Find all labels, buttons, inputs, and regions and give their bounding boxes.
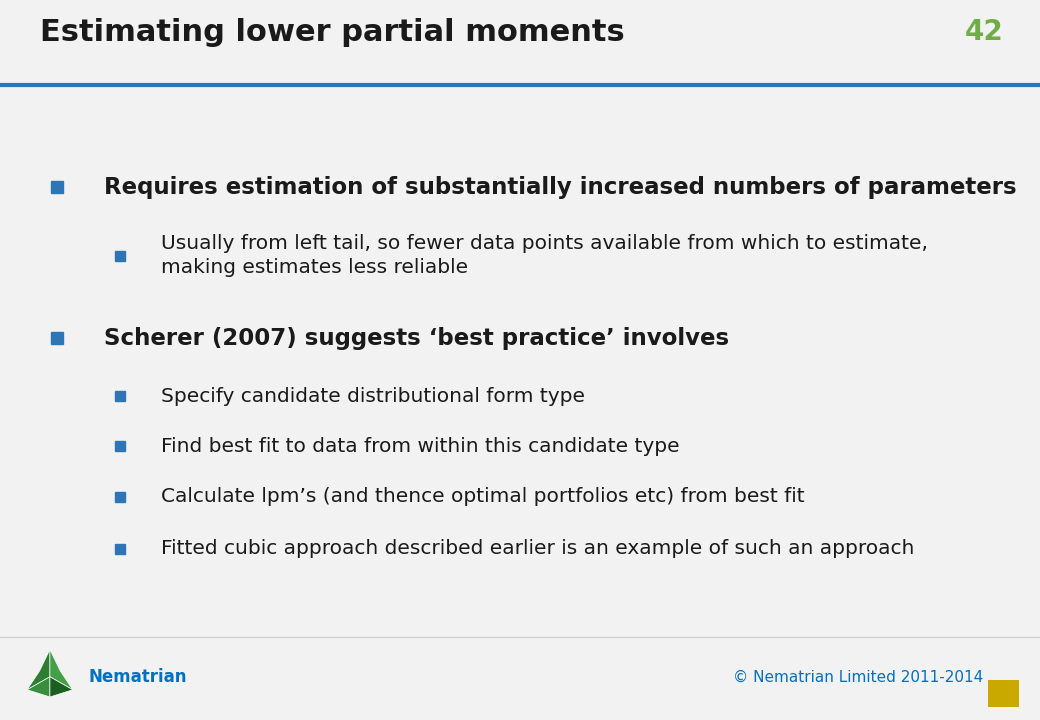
Text: Nematrian: Nematrian (88, 668, 187, 685)
Text: Calculate lpm’s (and thence optimal portfolios etc) from best fit: Calculate lpm’s (and thence optimal port… (161, 487, 805, 506)
Polygon shape (50, 677, 73, 697)
Text: Estimating lower partial moments: Estimating lower partial moments (40, 18, 624, 47)
Text: Specify candidate distributional form type: Specify candidate distributional form ty… (161, 387, 586, 405)
FancyBboxPatch shape (988, 680, 1019, 707)
Text: © Nematrian Limited 2011-2014: © Nematrian Limited 2011-2014 (732, 670, 983, 684)
Polygon shape (27, 677, 50, 697)
Text: Scherer (2007) suggests ‘best practice’ involves: Scherer (2007) suggests ‘best practice’ … (104, 327, 729, 350)
Text: 42: 42 (965, 19, 1004, 46)
Text: Usually from left tail, so fewer data points available from which to estimate,
m: Usually from left tail, so fewer data po… (161, 234, 929, 277)
Polygon shape (50, 649, 73, 690)
Text: Requires estimation of substantially increased numbers of parameters: Requires estimation of substantially inc… (104, 176, 1017, 199)
Text: Find best fit to data from within this candidate type: Find best fit to data from within this c… (161, 437, 680, 456)
Polygon shape (40, 649, 60, 671)
Polygon shape (27, 649, 50, 690)
FancyBboxPatch shape (0, 0, 1040, 86)
Text: Fitted cubic approach described earlier is an example of such an approach: Fitted cubic approach described earlier … (161, 539, 914, 558)
